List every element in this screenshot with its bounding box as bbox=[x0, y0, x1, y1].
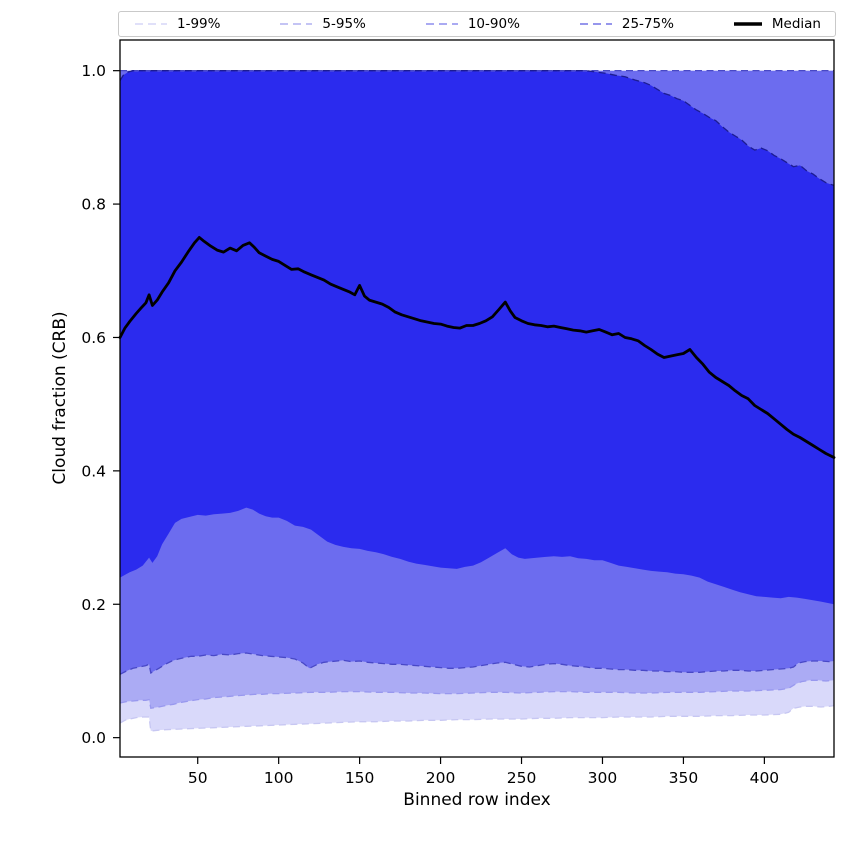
x-tick-label: 250 bbox=[507, 769, 537, 787]
x-tick-label: 50 bbox=[188, 769, 208, 787]
legend-line-sample-10-90-icon bbox=[425, 23, 458, 25]
legend-line-sample-25-75-icon bbox=[579, 23, 612, 25]
band-25-75% bbox=[120, 70, 834, 605]
y-axis-label: Cloud fraction (CRB) bbox=[50, 311, 70, 485]
legend-item-1-99: 1-99% bbox=[133, 16, 220, 32]
legend: 1-99% 5-95% 10-90% 25-75% Median bbox=[118, 11, 836, 37]
legend-line-sample-1-99-icon bbox=[135, 23, 167, 25]
y-tick-label: 0.2 bbox=[81, 596, 106, 614]
y-tick-label: 0.4 bbox=[81, 462, 106, 480]
legend-item-10-90: 10-90% bbox=[424, 16, 520, 32]
legend-label-5-95: 5-95% bbox=[322, 16, 366, 32]
median-line bbox=[118, 235, 836, 459]
plot-border bbox=[119, 39, 835, 758]
legend-label-10-90: 10-90% bbox=[467, 16, 520, 32]
y-tick-label: 0.8 bbox=[81, 196, 106, 214]
band-edge-10-90%-lo bbox=[119, 652, 835, 675]
band-edge-25-75%-hi bbox=[119, 70, 835, 187]
x-tick-label: 400 bbox=[750, 769, 780, 787]
y-tick-label: 1.0 bbox=[81, 62, 106, 80]
legend-line-sample-median-icon bbox=[733, 22, 762, 26]
x-tick-label: 150 bbox=[345, 769, 375, 787]
x-tick-label: 350 bbox=[669, 769, 699, 787]
band-edge-5-95%-lo bbox=[119, 679, 835, 710]
legend-label-median: Median bbox=[771, 16, 821, 32]
legend-item-median: Median bbox=[732, 16, 821, 32]
y-tick-label: 0.6 bbox=[81, 329, 106, 347]
y-tick-label: 0.0 bbox=[81, 729, 106, 747]
band-edge-1-99%-lo bbox=[119, 704, 835, 732]
x-tick-label: 300 bbox=[588, 769, 618, 787]
legend-line-sample-5-95-icon bbox=[280, 23, 313, 25]
legend-item-5-95: 5-95% bbox=[278, 16, 366, 32]
x-tick-label: 200 bbox=[426, 769, 456, 787]
legend-item-25-75: 25-75% bbox=[578, 16, 674, 32]
x-tick-label: 100 bbox=[264, 769, 294, 787]
legend-label-25-75: 25-75% bbox=[621, 16, 674, 32]
x-axis-label: Binned row index bbox=[403, 790, 551, 810]
legend-label-1-99: 1-99% bbox=[177, 16, 221, 32]
